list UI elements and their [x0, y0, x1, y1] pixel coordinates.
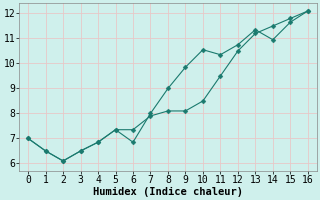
X-axis label: Humidex (Indice chaleur): Humidex (Indice chaleur) [93, 186, 243, 197]
